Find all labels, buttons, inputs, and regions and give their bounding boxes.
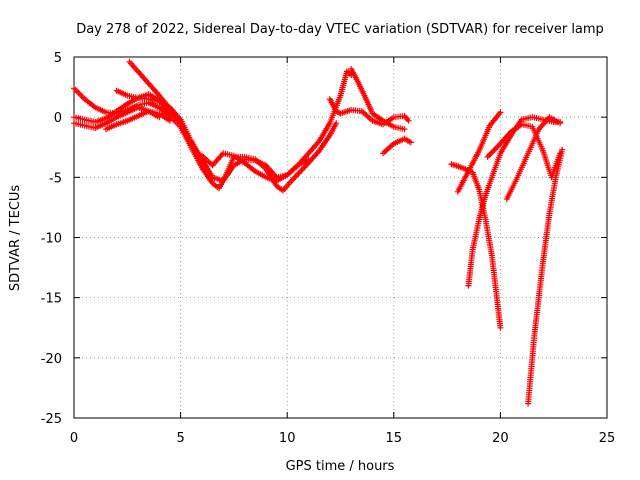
y-axis-label: SDTVAR / TECUs: [8, 185, 23, 292]
y-tick-label: 5: [54, 51, 62, 66]
data-marker-path: [348, 66, 408, 133]
data-marker-path: [326, 96, 412, 128]
series-arc-11: [380, 135, 414, 157]
x-tick-label: 0: [70, 431, 78, 446]
series-arc-7: [177, 120, 340, 194]
data-marker-path: [448, 161, 504, 331]
data-marker-path: [465, 114, 564, 289]
series-arc-16: [484, 121, 564, 181]
x-tick-label: 15: [386, 431, 403, 446]
data-marker-path: [103, 108, 173, 133]
x-axis-label: GPS time / hours: [286, 459, 395, 474]
chart-title: Day 278 of 2022, Sidereal Day-to-day VTE…: [76, 22, 604, 37]
x-tick-label: 20: [492, 431, 509, 446]
axis-ticks: 0 5 10 15 20 25 5 0 -5 -10 -15 -20 -25: [41, 51, 616, 446]
x-tick-label: 25: [599, 431, 616, 446]
data-marker-path: [525, 146, 566, 407]
y-tick-label: -20: [41, 352, 62, 367]
y-tick-label: 0: [54, 111, 62, 126]
x-tick-label: 10: [279, 431, 296, 446]
series-arc-14: [454, 109, 504, 195]
y-tick-label: -5: [49, 171, 62, 186]
series-arc-9: [326, 96, 412, 128]
series-arc-10: [348, 66, 408, 133]
series-arc-12: [448, 161, 504, 331]
series-arc-8: [198, 150, 312, 184]
y-tick-label: -10: [41, 232, 62, 247]
data-marker-path: [454, 109, 504, 195]
data-marker-path: [198, 150, 312, 184]
y-tick-label: -25: [41, 412, 62, 427]
y-tick-label: -15: [41, 292, 62, 307]
series-arc-17: [525, 146, 566, 407]
data-marker-path: [380, 135, 414, 157]
data-marker-path: [484, 121, 564, 181]
series-arc-13: [465, 114, 564, 289]
x-tick-label: 5: [176, 431, 184, 446]
series-arc-4: [103, 108, 173, 133]
data-marks: [71, 58, 566, 407]
